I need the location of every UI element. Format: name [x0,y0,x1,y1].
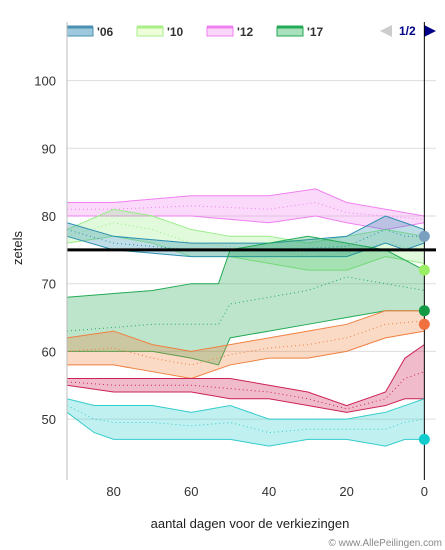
x-tick-label: 0 [421,484,428,499]
series-lower-line [67,310,425,366]
series-mid-line [66,371,425,410]
series-lower-line [66,235,425,271]
series-upper-line [67,188,425,217]
series-band [67,216,425,257]
series-lower-line [67,330,425,379]
endpoint-dot [418,264,430,276]
x-tick-label: 40 [262,484,276,499]
legend-label: '12 [237,25,254,39]
y-tick-label: 100 [34,74,56,89]
y-tick-label: 90 [42,141,56,156]
y-axis-label: zetels [10,231,25,265]
y-tick-label: 50 [42,412,56,427]
pager-label: 1/2 [399,24,416,38]
legend[interactable]: '06 '10 '12 '17 [66,25,324,39]
legend-pager[interactable]: 1/2 [380,24,436,38]
series-band [67,310,425,379]
series-upper-line [67,344,425,407]
credit: © www.AllePeilingen.com [328,538,442,549]
x-tick-label: 20 [339,484,353,499]
series-band [67,236,425,365]
series-band [67,209,425,271]
series-lower-line [66,411,425,447]
y-tick-label: 60 [42,344,56,359]
axes: 50 60 70 80 90 100 80 60 40 20 0 [34,22,428,499]
endpoint-dot [418,305,430,317]
endpoint-markers [418,230,430,445]
series-lower-line [67,215,425,231]
x-axis-label: aantal dagen voor de verkiezingen [151,516,350,531]
series-upper-line [66,235,425,298]
y-tick-label: 70 [42,277,56,292]
pager-prev-icon[interactable] [380,25,392,37]
series-lower-line [66,384,425,413]
legend-label: '06 [97,25,114,39]
legend-label: '10 [167,25,184,39]
series-mid-line [66,320,425,366]
y-tick-label: 80 [42,209,56,224]
series-upper-line [66,310,425,352]
series-mid-line [66,222,425,258]
series-upper-line [66,215,425,244]
series-bands [66,188,425,447]
series-band [67,398,425,447]
endpoint-dot [418,230,430,242]
series-upper-line [66,208,425,244]
x-tick-label: 80 [106,484,120,499]
endpoint-dot [418,433,430,445]
legend-label: '17 [307,25,324,39]
endpoint-dot [418,318,430,330]
series-upper-line [66,398,425,420]
x-tick-label: 60 [184,484,198,499]
pager-next-icon[interactable] [424,25,436,37]
